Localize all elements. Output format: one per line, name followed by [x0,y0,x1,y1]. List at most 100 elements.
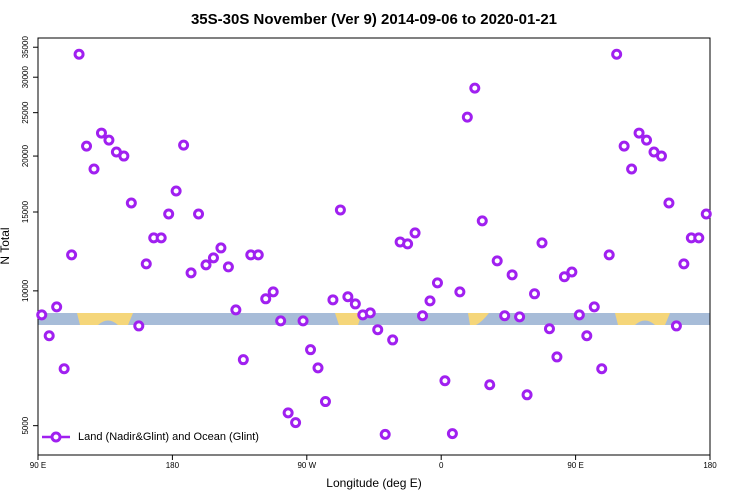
x-axis-label: Longitude (deg E) [326,476,421,490]
y-tick-label: 20000 [21,144,30,167]
data-point [118,150,130,162]
data-point [319,396,331,408]
data-point [305,344,317,356]
x-tick-label: 90 E [567,461,583,470]
data-point [543,323,555,335]
data-point [342,291,354,303]
data-point [536,237,548,249]
data-point [88,163,100,175]
data-point [633,127,645,139]
data-point [334,204,346,216]
data-point [125,197,137,209]
data-point [230,304,242,316]
data-point [282,407,294,419]
data-point [155,232,167,244]
data-point [491,255,503,267]
data-point [260,293,272,305]
data-point [700,208,712,220]
data-point [588,301,600,313]
chart-title: 35S-30S November (Ver 9) 2014-09-06 to 2… [191,11,557,28]
data-point [663,197,675,209]
data-point [469,82,481,94]
data-point [58,363,70,375]
data-point [431,277,443,289]
x-tick-label: 90 E [30,461,46,470]
data-point [529,288,541,300]
data-point [163,208,175,220]
data-point [185,267,197,279]
data-point [51,301,63,313]
data-point [454,286,466,298]
x-tick-label: 180 [166,461,180,470]
data-point [237,354,249,366]
data-point [678,258,690,270]
data-point [103,134,115,146]
data-point [693,232,705,244]
data-point [43,330,55,342]
data-point [484,379,496,391]
x-tick-label: 180 [703,461,717,470]
data-point [611,48,623,60]
data-point [36,309,48,321]
data-point [402,238,414,250]
data-point [95,127,107,139]
y-tick-label: 30000 [21,66,30,89]
data-point [566,266,578,278]
data-point [372,324,384,336]
data-point [626,163,638,175]
data-point [349,298,361,310]
data-point [603,249,615,261]
data-point [81,140,93,152]
data-point [499,310,511,322]
legend-label: Land (Nadir&Glint) and Ocean (Glint) [78,431,259,443]
data-point [424,295,436,307]
data-point [446,428,458,440]
data-point [573,309,585,321]
data-point [670,320,682,332]
data-point [461,111,473,123]
plot-frame [37,37,711,456]
data-point [476,215,488,227]
data-point [312,362,324,374]
data-point [641,134,653,146]
map-strip [38,313,710,325]
data-point [417,310,429,322]
data-point [439,375,451,387]
data-point [514,311,526,323]
data-point [409,227,421,239]
data-point [581,330,593,342]
data-point [66,249,78,261]
y-tick-label: 5000 [21,416,30,434]
data-point [618,140,630,152]
y-tick-label: 15000 [21,200,30,223]
data-point [379,428,391,440]
data-point [387,334,399,346]
data-point [252,249,264,261]
data-point [200,259,212,271]
y-axis-label: N Total [0,227,12,264]
data-point [267,286,279,298]
data-point [506,269,518,281]
x-tick-label: 90 W [297,461,316,470]
data-point [178,139,190,151]
data-point [290,417,302,429]
data-point [558,271,570,283]
data-point [73,48,85,60]
data-point [275,315,287,327]
data-point [170,185,182,197]
x-tick-label: 0 [439,461,444,470]
legend-marker [50,431,62,443]
data-point [193,208,205,220]
data-point [551,351,563,363]
data-point [222,261,234,273]
data-point [133,320,145,332]
y-tick-label: 35000 [21,36,30,59]
y-tick-label: 25000 [21,101,30,124]
data-point [655,150,667,162]
data-point [521,389,533,401]
data-point [215,242,227,254]
data-point [207,252,219,264]
y-tick-label: 10000 [21,279,30,302]
